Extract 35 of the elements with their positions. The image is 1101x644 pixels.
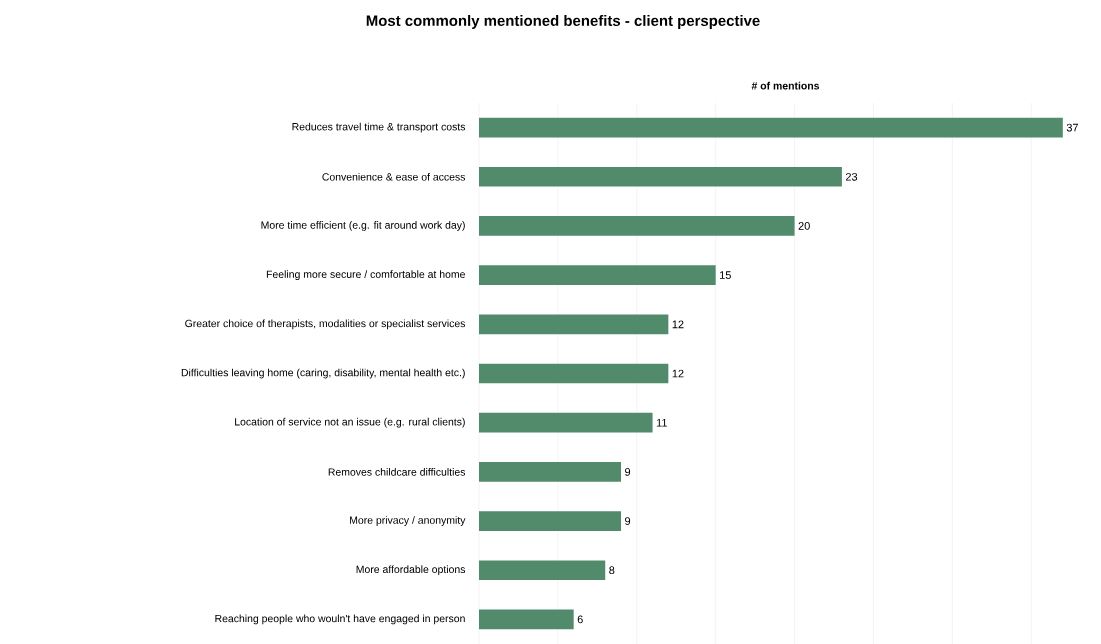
- bar: [479, 216, 795, 236]
- bar: [479, 363, 669, 384]
- data-label: 11: [656, 418, 667, 427]
- data-label: 37: [1066, 123, 1078, 132]
- y-tick-label: Feeling more secure / comfortable at home: [266, 270, 465, 281]
- y-tick-label: Difficulties leaving home (caring, disability, mental health etc.): [181, 368, 465, 379]
- data-label: 9: [625, 517, 631, 525]
- y-tick-label: Reduces travel time & transport costs: [292, 122, 466, 133]
- data-label: 15: [720, 271, 731, 279]
- data-label: 20: [798, 222, 810, 230]
- y-tick-label: Location of service not an issue (e.g. rural clients): [235, 417, 465, 428]
- bar: [479, 265, 716, 285]
- data-label: 8: [609, 566, 615, 575]
- y-tick-label: More privacy / anonymity: [350, 516, 466, 526]
- y-tick-label: Reaching people who wouln't have engaged in person: [215, 614, 465, 625]
- y-tick-label: More affordable options: [356, 565, 466, 576]
- y-tick-label: Removes childcare difficulties: [328, 468, 466, 476]
- bar: [479, 166, 842, 187]
- chart-title: Most commonly mentioned benefits - client perspective: [366, 15, 760, 29]
- y-tick-label: Convenience & ease of access: [322, 172, 466, 181]
- bar: [479, 117, 1063, 138]
- y-tick-label: More time efficient (e.g. fit around work day): [261, 221, 465, 231]
- bar: [479, 412, 653, 433]
- x-axis-title: # of mentions: [751, 81, 820, 90]
- bar: [479, 560, 606, 581]
- data-label: 9: [625, 468, 631, 476]
- bar: [479, 314, 669, 335]
- bar: [479, 462, 622, 482]
- data-label: 6: [577, 615, 583, 624]
- bar: [479, 609, 574, 630]
- bar: [479, 511, 622, 531]
- data-label: 23: [845, 172, 858, 181]
- data-label: 12: [672, 369, 684, 378]
- y-tick-label: Greater choice of therapists, modalities or specialist services: [185, 319, 466, 330]
- data-label: 12: [672, 320, 684, 329]
